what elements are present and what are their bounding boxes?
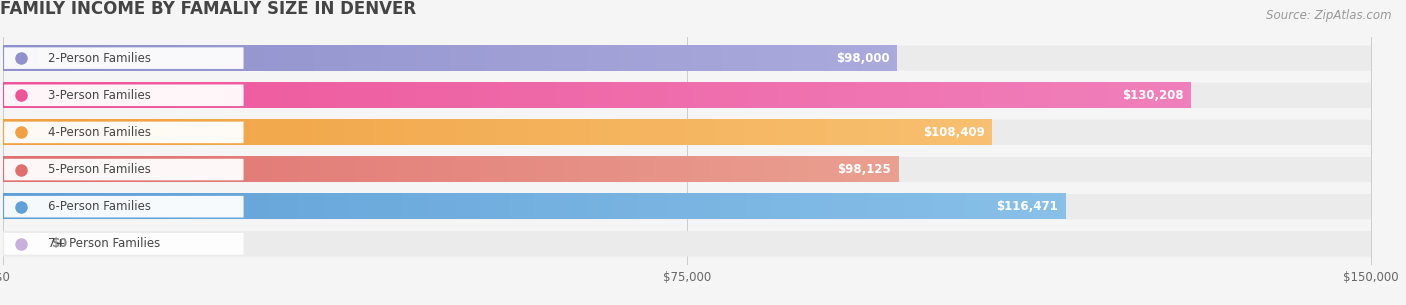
Text: FAMILY INCOME BY FAMALIY SIZE IN DENVER: FAMILY INCOME BY FAMALIY SIZE IN DENVER <box>0 0 416 18</box>
Text: $130,208: $130,208 <box>1122 89 1184 102</box>
Text: $0: $0 <box>51 237 67 250</box>
FancyBboxPatch shape <box>4 159 243 180</box>
Text: $98,000: $98,000 <box>837 52 890 65</box>
FancyBboxPatch shape <box>3 120 1371 145</box>
FancyBboxPatch shape <box>4 196 243 217</box>
FancyBboxPatch shape <box>3 157 1371 182</box>
Text: 2-Person Families: 2-Person Families <box>48 52 150 65</box>
Text: 6-Person Families: 6-Person Families <box>48 200 150 213</box>
FancyBboxPatch shape <box>3 45 1371 71</box>
FancyBboxPatch shape <box>3 83 1371 108</box>
FancyBboxPatch shape <box>4 47 243 69</box>
Text: Source: ZipAtlas.com: Source: ZipAtlas.com <box>1267 9 1392 22</box>
Text: 4-Person Families: 4-Person Families <box>48 126 150 139</box>
Text: $116,471: $116,471 <box>997 200 1059 213</box>
FancyBboxPatch shape <box>3 231 1371 257</box>
FancyBboxPatch shape <box>4 122 243 143</box>
FancyBboxPatch shape <box>4 233 243 255</box>
Text: 7+ Person Families: 7+ Person Families <box>48 237 160 250</box>
Text: $108,409: $108,409 <box>922 126 984 139</box>
Text: 3-Person Families: 3-Person Families <box>48 89 150 102</box>
FancyBboxPatch shape <box>4 84 243 106</box>
Text: 5-Person Families: 5-Person Families <box>48 163 150 176</box>
FancyBboxPatch shape <box>3 194 1371 219</box>
Text: $98,125: $98,125 <box>837 163 891 176</box>
